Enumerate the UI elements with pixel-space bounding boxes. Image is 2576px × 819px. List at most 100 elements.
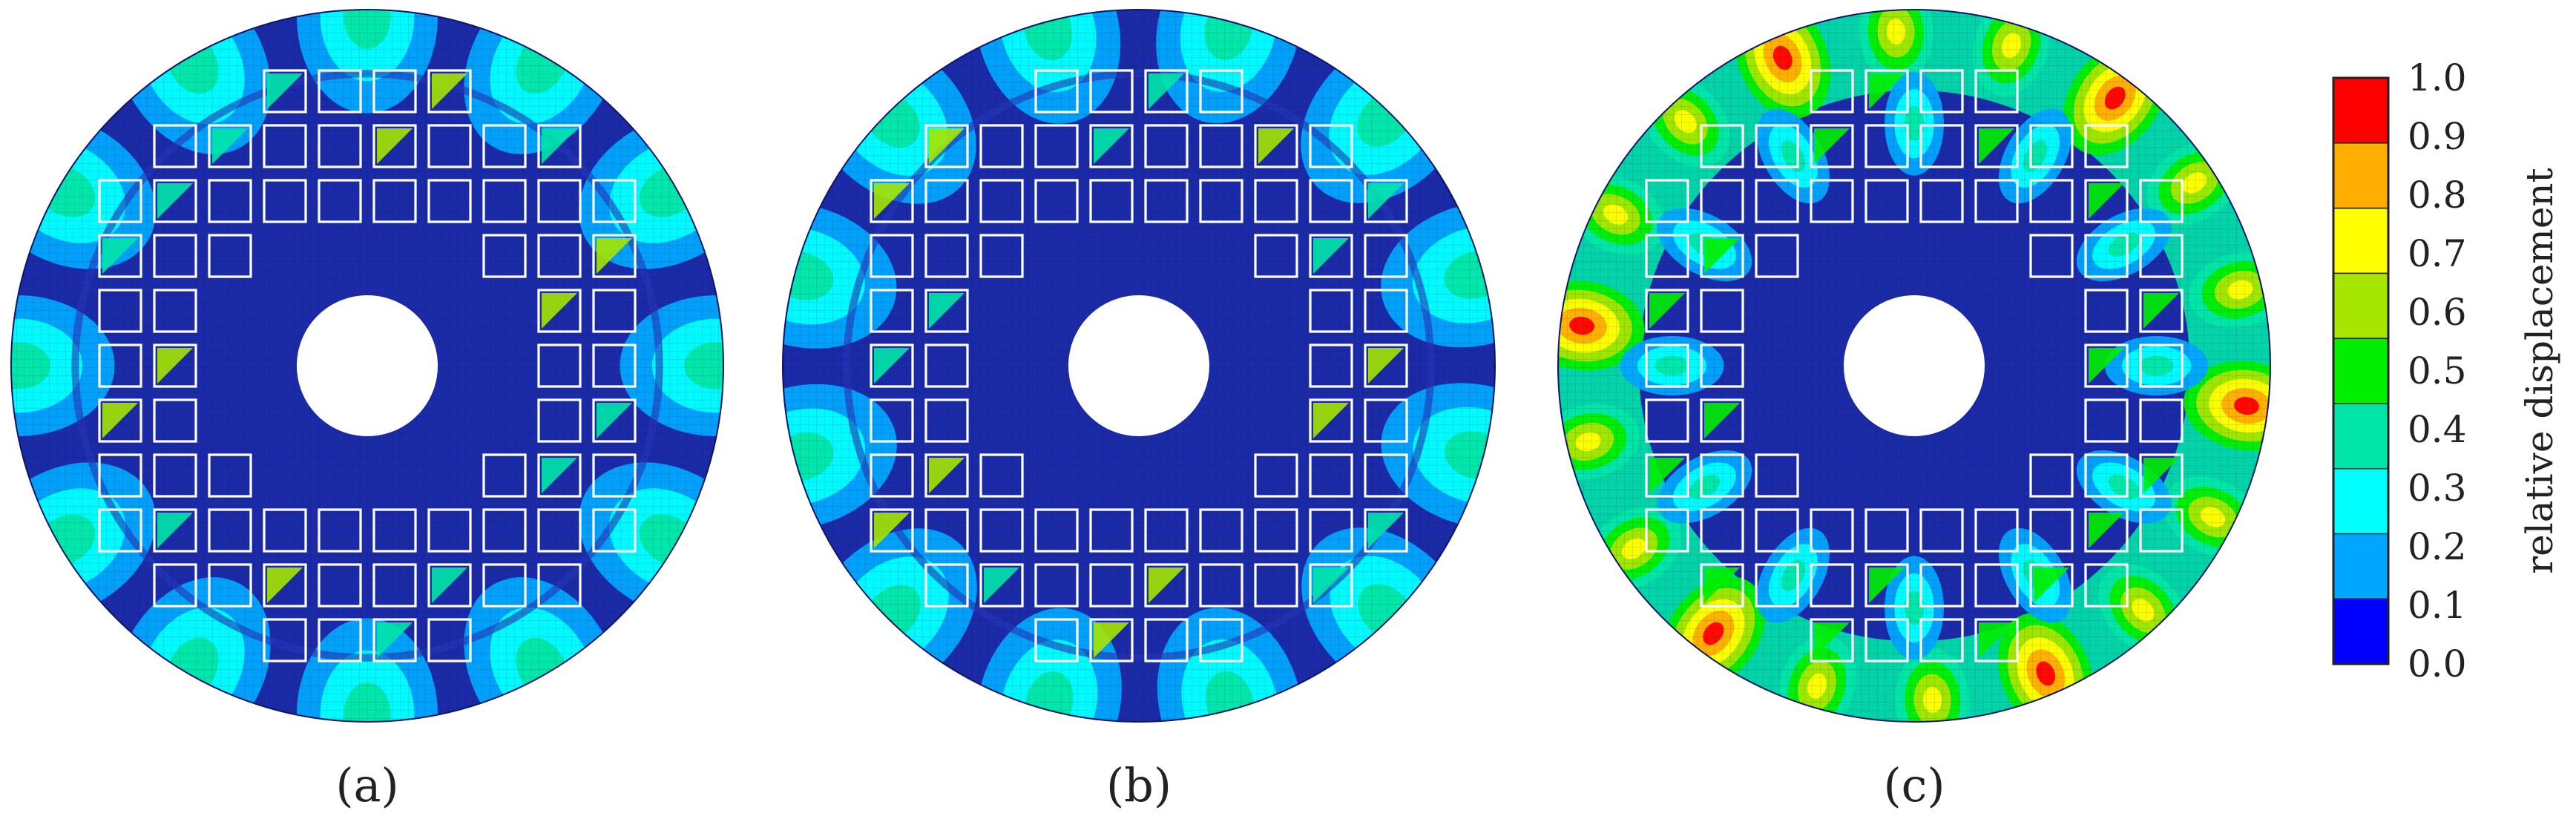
- slot-deformation-patch: [432, 568, 467, 603]
- slot-deformation-patch: [542, 128, 577, 164]
- slot-cutout: [1144, 618, 1189, 662]
- slot-deformation-patch: [1814, 128, 1850, 164]
- slot-cutout: [2029, 508, 2074, 553]
- colorbar-tick-label: 0.2: [2408, 525, 2467, 568]
- slot-cutout: [482, 234, 527, 278]
- slot-cutout: [537, 453, 582, 498]
- slot-cutout: [2029, 563, 2074, 608]
- slot-cutout: [1254, 234, 1298, 278]
- slot-deformation-patch: [1704, 568, 1740, 603]
- slot-cutout: [2084, 563, 2129, 608]
- slot-cutout: [1254, 563, 1298, 608]
- slot-deformation-patch: [2143, 458, 2179, 493]
- slot-deformation-patch: [1704, 403, 1740, 438]
- slot-cutout: [1309, 179, 1353, 223]
- slot-cutout: [318, 179, 362, 223]
- slot-cutout: [1645, 343, 1689, 388]
- slot-cutout: [98, 234, 142, 278]
- slot-deformation-patch: [2089, 513, 2124, 548]
- slot-cutout: [537, 179, 582, 223]
- slot-cutout: [1199, 179, 1243, 223]
- slot-cutout: [263, 124, 307, 168]
- slot-cutout: [1919, 508, 1964, 553]
- slot-cutout: [537, 289, 582, 333]
- colorbar-frame: [2332, 76, 2390, 665]
- slot-cutout: [924, 124, 969, 168]
- slot-cutout: [1700, 234, 1744, 278]
- slot-cutout: [263, 179, 307, 223]
- slot-deformation-patch: [1313, 568, 1349, 603]
- slot-cutout: [537, 563, 582, 608]
- slot-cutout: [1199, 563, 1243, 608]
- slot-deformation-patch: [2089, 183, 2124, 219]
- slot-cutout: [482, 563, 527, 608]
- slot-cutout: [1864, 69, 1909, 114]
- slot-cutout: [1309, 398, 1353, 443]
- slot-deformation-patch: [929, 128, 965, 164]
- slot-cutout: [1810, 563, 1854, 608]
- slot-cutout: [1864, 124, 1909, 168]
- slot-cutout: [318, 618, 362, 662]
- slot-cutout: [1919, 179, 1964, 223]
- slot-cutout: [1089, 563, 1134, 608]
- disc-a-center-hole: [297, 295, 438, 436]
- slot-cutout: [208, 453, 252, 498]
- colorbar-tick-label: 1.0: [2408, 56, 2467, 99]
- slot-cutout: [1254, 179, 1298, 223]
- slot-deformation-patch: [874, 513, 910, 548]
- slot-cutout: [1810, 618, 1854, 662]
- slot-cutout: [2029, 453, 2074, 498]
- slot-cutout: [924, 508, 969, 553]
- slot-cutout: [2084, 508, 2129, 553]
- slot-cutout: [98, 453, 142, 498]
- slot-cutout: [979, 234, 1024, 278]
- colorbar-title: relative displacement: [2518, 168, 2561, 573]
- slot-cutout: [924, 398, 969, 443]
- slot-cutout: [924, 234, 969, 278]
- slot-deformation-patch: [1368, 348, 1404, 384]
- slot-deformation-patch: [1869, 568, 1905, 603]
- slot-cutout: [98, 289, 142, 333]
- slot-deformation-patch: [157, 513, 193, 548]
- slot-cutout: [372, 179, 417, 223]
- slot-deformation-patch: [157, 183, 193, 219]
- slot-cutout: [1199, 508, 1243, 553]
- slot-cutout: [1364, 234, 1408, 278]
- slot-cutout: [870, 289, 914, 333]
- slot-deformation-patch: [377, 128, 413, 164]
- slot-deformation-patch: [157, 348, 193, 384]
- slot-cutout: [592, 289, 637, 333]
- colorbar-tick-labels: 0.0 0.1 0.2 0.3 0.4 0.5 0.6 0.7 0.8 0.9 1.0: [2408, 56, 2467, 685]
- slot-cutout: [372, 508, 417, 553]
- slot-cutout: [2084, 398, 2129, 443]
- slot-cutout: [1089, 618, 1134, 662]
- slot-cutout: [592, 508, 637, 553]
- panel-label-c: (c): [1883, 758, 1945, 812]
- slot-cutout: [537, 124, 582, 168]
- slot-deformation-patch: [432, 73, 467, 109]
- slot-deformation-patch: [1149, 73, 1184, 109]
- slot-deformation-patch: [1814, 622, 1850, 658]
- slot-deformation-patch: [1649, 458, 1685, 493]
- slot-cutout: [1810, 124, 1854, 168]
- slot-cutout: [153, 289, 197, 333]
- slot-cutout: [1364, 398, 1408, 443]
- slot-cutout: [482, 508, 527, 553]
- slot-deformation-patch: [267, 73, 303, 109]
- slot-cutout: [2029, 179, 2074, 223]
- slot-cutout: [1700, 343, 1744, 388]
- slot-cutout: [372, 124, 417, 168]
- disc-panel-b: (b): [782, 9, 1496, 812]
- slot-cutout: [924, 453, 969, 498]
- slot-cutout: [2139, 179, 2184, 223]
- slot-deformation-patch: [102, 238, 138, 274]
- slot-cutout: [1144, 124, 1189, 168]
- disc-c-center-hole: [1844, 295, 1985, 436]
- slot-cutout: [1364, 179, 1408, 223]
- slot-cutout: [1254, 124, 1298, 168]
- slot-cutout: [1810, 179, 1854, 223]
- disc-panel-c: (c): [1557, 9, 2271, 812]
- slot-cutout: [979, 563, 1024, 608]
- colorbar-tick-label: 0.9: [2408, 115, 2467, 158]
- slot-cutout: [1364, 343, 1408, 388]
